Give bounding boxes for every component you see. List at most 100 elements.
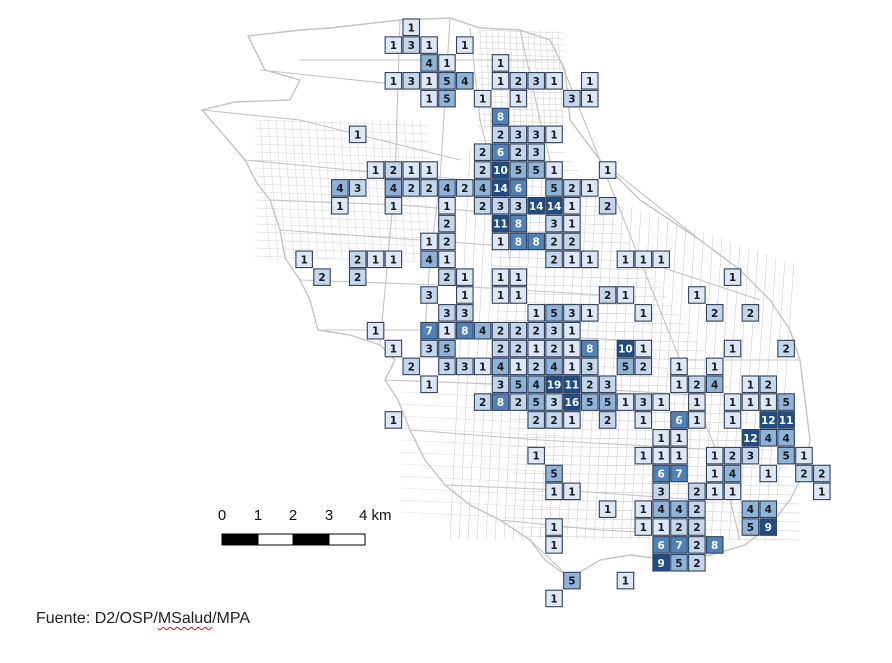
grid-cell-box (348, 125, 367, 144)
grid-cell-box (598, 375, 617, 394)
grid-cell-value: 2 (497, 129, 504, 141)
grid-cell: 1 (455, 36, 474, 54)
grid-cell: 2 (313, 268, 331, 286)
grid-cell-box (545, 375, 563, 394)
grid-cell-box (563, 304, 581, 322)
grid-cell-value: 2 (550, 344, 557, 356)
grid-cell: 1 (545, 482, 563, 501)
grid-cell-box (634, 500, 653, 519)
grid-cell-value: 3 (408, 76, 415, 88)
grid-cell-box (670, 357, 688, 376)
grid-cell-box (384, 179, 403, 197)
grid-cell-box (688, 375, 706, 394)
grid-cell: 1 (384, 339, 403, 358)
grid-cell-box (705, 446, 724, 465)
grid-cell: 1 (384, 36, 403, 54)
grid-cell-value: 2 (515, 326, 522, 338)
grid-cell: 1 (634, 518, 653, 536)
grid-cell-box (634, 518, 653, 536)
grid-cell-box (759, 518, 778, 536)
grid-cell-box (723, 339, 742, 358)
grid-cell: 1 (366, 321, 385, 340)
grid-cell-value: 2 (533, 361, 540, 373)
grid-cell-box (438, 304, 456, 322)
grid-cell-box (563, 321, 581, 340)
grid-cell: 1 (402, 18, 421, 37)
grid-cell: 3 (545, 321, 563, 340)
grid-cell-box (420, 161, 438, 179)
grid-cell-value: 1 (390, 254, 397, 266)
grid-cell-box (509, 357, 528, 376)
grid-cell-box (527, 321, 546, 340)
grid-cell-value: 1 (390, 201, 397, 213)
grid-cell: 1 (420, 36, 438, 54)
grid-cell-value: 1 (300, 254, 307, 266)
grid-cell-value: 14 (493, 183, 508, 195)
grid-cell-value: 5 (782, 397, 789, 409)
grid-cell-box (491, 179, 510, 197)
grid-cell-box (545, 393, 563, 411)
grid-cell-box (491, 161, 510, 179)
grid-cell-value: 1 (568, 254, 575, 266)
scale-tick-label: 3 (325, 507, 333, 524)
grid-cell-value: 1 (390, 415, 397, 427)
grid-cell-box (295, 250, 313, 269)
grid-cell-box (598, 286, 617, 304)
grid-cell-value: 2 (497, 344, 504, 356)
grid-cell-box (580, 250, 599, 269)
grid-cell: 1 (688, 411, 706, 429)
scale-segment (328, 533, 366, 546)
grid-cell-value: 16 (565, 397, 580, 409)
grid-cell-value: 3 (497, 379, 504, 391)
grid-cell-box (670, 500, 688, 519)
grid-cell-box (705, 536, 724, 554)
grid-cell-box (670, 375, 688, 394)
grid-cell-value: 1 (425, 76, 432, 88)
grid-cell-value: 11 (493, 219, 508, 231)
grid-cell-value: 1 (622, 254, 629, 266)
grid-cell-value: 2 (408, 183, 415, 195)
grid-cell-value: 8 (711, 540, 718, 552)
grid-cell: 1 (491, 268, 510, 286)
grid-cell-value: 5 (586, 397, 593, 409)
grid-cell-box (652, 393, 670, 411)
grid-cell-value: 1 (622, 397, 629, 409)
grid-cell-value: 1 (425, 165, 432, 177)
grid-cell-box (545, 321, 563, 340)
grid-cell: 2 (491, 339, 510, 358)
grid-cell-box (634, 357, 653, 376)
grid-cell-value: 3 (425, 290, 432, 302)
grid-cell-box (348, 268, 367, 286)
grid-cell-box (723, 393, 742, 411)
grid-cell-box (527, 375, 546, 394)
grid-cell: 9 (759, 518, 778, 536)
grid-cell-value: 2 (693, 558, 700, 570)
grid-cell-value: 1 (657, 397, 664, 409)
grid-cell-box (670, 553, 688, 572)
grid-cell-box (563, 571, 581, 590)
grid-cell-value: 3 (533, 76, 540, 88)
grid-cell: 2 (491, 125, 510, 144)
grid-cell-value: 1 (586, 254, 593, 266)
grid-cell-box (473, 179, 492, 197)
grid-cell-box (563, 196, 581, 215)
grid-cell-value: 2 (443, 219, 450, 231)
grid-cell-box (491, 268, 510, 286)
grid-cell-box (652, 464, 670, 483)
grid-cell-box (402, 161, 421, 179)
grid-cell: 1 (616, 286, 635, 304)
grid-cell: 1 (420, 161, 438, 179)
grid-cell-value: 2 (693, 504, 700, 516)
grid-cell: 2 (598, 196, 617, 215)
grid-cell: 5 (670, 553, 688, 572)
grid-cell-value: 3 (515, 129, 522, 141)
grid-cell-box (455, 36, 474, 54)
grid-cell-value: 1 (657, 433, 664, 445)
grid-cell-value: 5 (568, 576, 575, 588)
grid-cell-box (509, 393, 528, 411)
grid-cell: 10 (616, 339, 635, 358)
grid-cell: 3 (580, 357, 599, 376)
grid-cell: 1 (545, 536, 563, 554)
grid-cell: 14 (545, 196, 563, 215)
grid-cell-box (527, 125, 546, 144)
